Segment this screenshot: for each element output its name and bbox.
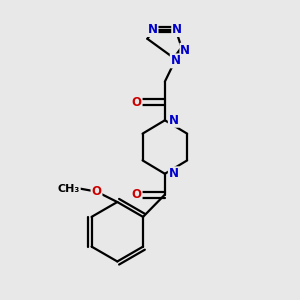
Text: N: N — [171, 54, 181, 68]
Text: O: O — [132, 188, 142, 201]
Text: N: N — [148, 23, 158, 36]
Text: N: N — [169, 114, 179, 127]
Text: N: N — [169, 167, 179, 180]
Text: N: N — [172, 23, 182, 36]
Text: CH₃: CH₃ — [58, 184, 80, 194]
Text: O: O — [132, 96, 142, 109]
Text: N: N — [180, 44, 190, 57]
Text: O: O — [92, 185, 101, 198]
